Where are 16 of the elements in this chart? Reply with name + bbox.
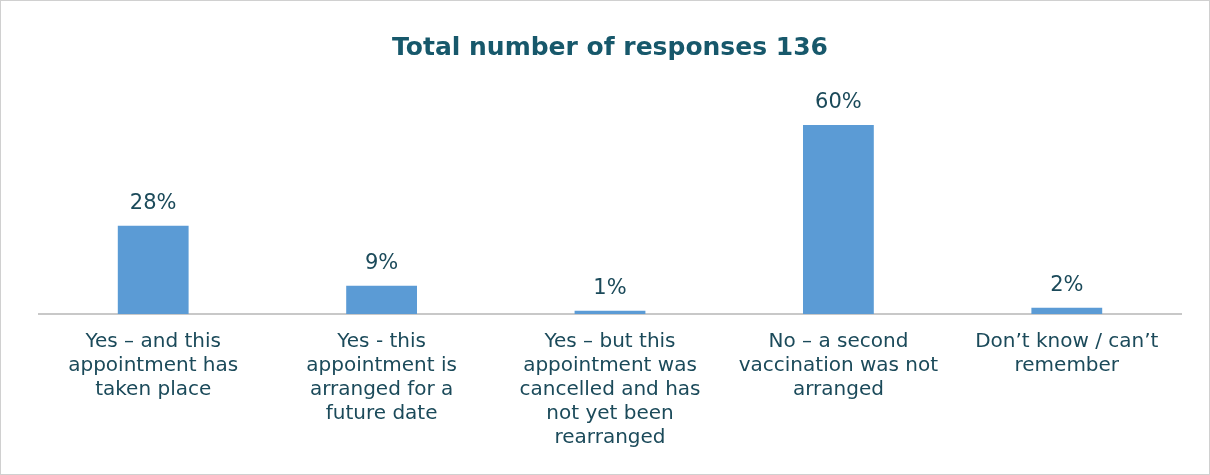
- data-label: 9%: [364, 249, 399, 274]
- data-label: 2%: [1050, 271, 1084, 296]
- bar: [346, 285, 417, 314]
- data-label: 60%: [815, 88, 862, 113]
- bar: [803, 125, 874, 314]
- x-tick-label: Yes - this appointment is arranged for a future date: [306, 328, 457, 425]
- chart-title: Total number of responses 136: [392, 31, 828, 61]
- x-tick-label: Yes – and this appointment has taken place: [68, 328, 239, 401]
- x-tick-label: No – a second vaccination was not arranged: [738, 328, 939, 401]
- data-label: 1%: [593, 274, 627, 299]
- x-tick-label: Yes – but this appointment was cancelled and has not yet been rearranged: [519, 328, 701, 449]
- x-tick-label: Don’t know / can’t remember: [975, 328, 1159, 377]
- data-label: 28%: [129, 189, 177, 214]
- bar: [1031, 307, 1103, 314]
- bar: [117, 225, 189, 314]
- bar: [574, 310, 646, 314]
